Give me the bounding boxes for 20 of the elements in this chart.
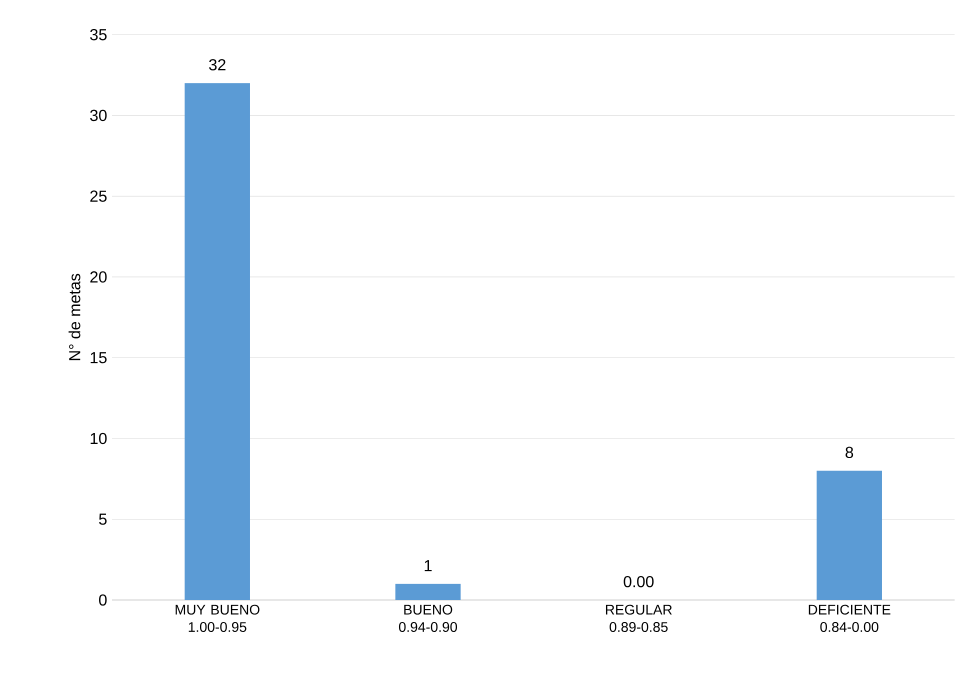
y-tick-label: 10 [90,432,107,444]
data-label: 32 [209,59,226,70]
x-tick-label: MUY BUENO 1.00-0.95 [176,604,260,632]
y-tick-label: 15 [90,352,107,364]
data-label: 1 [424,560,432,572]
y-axis-title: N° de metas [68,274,80,360]
x-tick-label: DEFICIENTE 0.84-0.00 [808,604,890,632]
y-tick-label: 35 [90,29,107,40]
x-tick-label: REGULAR 0.89-0.85 [606,604,672,632]
bar [816,470,882,600]
y-tick-label: 30 [90,110,107,122]
y-tick-label: 5 [99,514,107,525]
data-label: 8 [846,446,854,458]
data-label: 0.00 [624,576,654,588]
bar [184,83,250,600]
y-tick-label: 25 [90,190,107,202]
x-tick-label: BUENO 0.94-0.90 [398,604,458,632]
y-tick-label: 0 [99,594,107,606]
y-tick-label: 20 [90,271,107,283]
bar [395,584,461,600]
